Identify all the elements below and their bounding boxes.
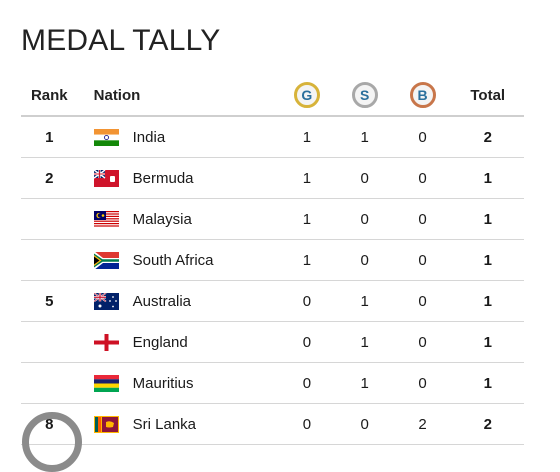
nation-name: India — [132, 128, 166, 146]
table-row: South Africa 1 0 0 1 — [21, 239, 524, 281]
total-count: 1 — [451, 198, 524, 240]
rank-cell: 1 — [21, 116, 78, 158]
silver-count: 0 — [335, 403, 394, 445]
header-silver: S — [335, 75, 394, 117]
nation-name: England — [132, 333, 188, 351]
nation-name: Bermuda — [132, 169, 194, 187]
header-bronze: B — [393, 75, 452, 117]
gold-count: 1 — [277, 239, 336, 281]
header-rank: Rank — [21, 75, 78, 117]
total-count: 2 — [451, 403, 524, 445]
nation-name: South Africa — [132, 251, 214, 269]
total-count: 1 — [451, 157, 524, 199]
rank-cell — [21, 198, 78, 240]
total-count: 2 — [451, 116, 524, 158]
rank-cell: 5 — [21, 280, 78, 322]
total-count: 1 — [451, 321, 524, 363]
silver-count: 0 — [335, 157, 394, 199]
australia-flag-icon — [93, 292, 119, 310]
table-header-row: Rank Nation G S B Total — [21, 75, 524, 117]
nation-name: Sri Lanka — [132, 415, 197, 433]
logo-ring-icon — [22, 412, 82, 472]
bermuda-flag-icon — [93, 169, 119, 187]
rank-cell — [21, 321, 78, 363]
gold-medal-icon: G — [293, 82, 320, 108]
gold-count: 0 — [277, 362, 336, 404]
header-nation: Nation — [77, 75, 278, 117]
table-row: 1 India 1 1 0 2 — [21, 116, 524, 158]
rank-cell — [21, 239, 78, 281]
table-row: Malaysia 1 0 0 1 — [21, 198, 524, 240]
table-row: 2 Bermuda 1 0 0 1 — [21, 157, 524, 199]
bronze-count: 0 — [393, 239, 452, 281]
rank-cell — [21, 362, 78, 404]
nation-name: Australia — [132, 292, 191, 310]
table-row: England 0 1 0 1 — [21, 321, 524, 363]
nation-name: Mauritius — [132, 374, 194, 392]
bronze-medal-icon: B — [409, 82, 436, 108]
silver-count: 0 — [335, 198, 394, 240]
silver-count: 1 — [335, 116, 394, 158]
malaysia-flag-icon — [93, 210, 119, 228]
india-flag-icon — [93, 128, 119, 146]
header-total: Total — [451, 75, 524, 117]
south-africa-flag-icon — [93, 251, 119, 269]
sri-lanka-flag-icon — [93, 415, 119, 433]
rank-cell: 2 — [21, 157, 78, 199]
gold-count: 0 — [277, 403, 336, 445]
total-count: 1 — [451, 362, 524, 404]
total-count: 1 — [451, 280, 524, 322]
england-flag-icon — [93, 333, 119, 351]
table-row: Mauritius 0 1 0 1 — [21, 362, 524, 404]
silver-count: 1 — [335, 280, 394, 322]
gold-count: 0 — [277, 280, 336, 322]
mauritius-flag-icon — [93, 374, 119, 392]
bronze-count: 2 — [393, 403, 452, 445]
bronze-count: 0 — [393, 321, 452, 363]
silver-medal-icon: S — [351, 82, 378, 108]
silver-count: 1 — [335, 321, 394, 363]
silver-count: 1 — [335, 362, 394, 404]
silver-count: 0 — [335, 239, 394, 281]
gold-count: 0 — [277, 321, 336, 363]
gold-count: 1 — [277, 157, 336, 199]
gold-count: 1 — [277, 116, 336, 158]
table-row: 5 Australia 0 1 0 1 — [21, 280, 524, 322]
bronze-count: 0 — [393, 280, 452, 322]
header-gold: G — [277, 75, 336, 117]
total-count: 1 — [451, 239, 524, 281]
bronze-count: 0 — [393, 198, 452, 240]
nation-name: Malaysia — [132, 210, 192, 228]
medal-table: Rank Nation G S B Total 1 India 1 — [21, 75, 524, 445]
bronze-count: 0 — [393, 157, 452, 199]
bronze-count: 0 — [393, 362, 452, 404]
bronze-count: 0 — [393, 116, 452, 158]
page-title: MEDAL TALLY — [21, 24, 221, 57]
gold-count: 1 — [277, 198, 336, 240]
table-row: 8 Sri Lanka 0 0 2 2 — [21, 403, 524, 445]
